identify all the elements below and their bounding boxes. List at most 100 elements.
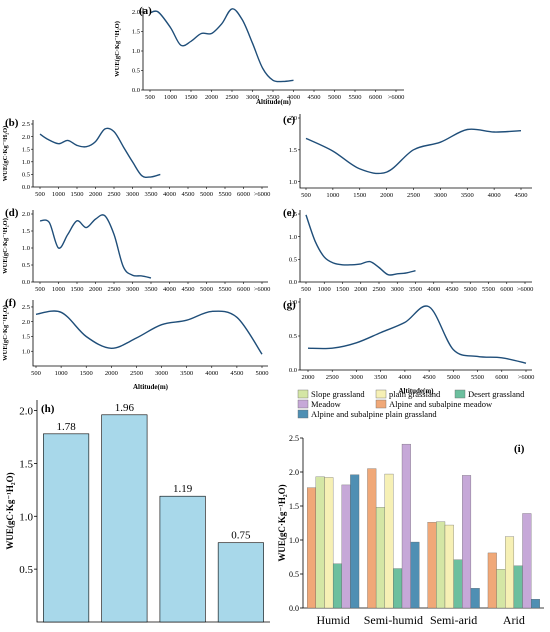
panel-i-bar [444,524,454,609]
panel-d-letter: (d) [5,207,19,219]
panel-e-ytick-label: 0.5 [289,257,297,264]
panel-b-xtick-label: 2000 [89,191,102,198]
panel-h-bar [159,495,206,623]
panel-e-xtick-label: 2500 [373,286,386,293]
panel-i-category-label: Humid [316,613,349,627]
panel-h: 0.5 1.0 1.5 2.0 1.78 Humid 1.96 Semi-humid 1.19 S… [5,400,270,632]
panel-b-series-line [39,127,161,179]
panel-g-xtick-label: 6000 [495,374,508,381]
panel-h-ylabel: WUE(gC·Kg⁻¹H₂O) [5,472,15,549]
legend-label: plain grassland [389,389,441,399]
panel-i-bar [530,599,540,609]
panel-d-ytick-label: 1.5 [22,228,30,235]
panel-b-xtick-label: 500 [35,191,45,198]
panel-e-xtick-label: 1000 [318,286,331,293]
panel-i-bar [367,468,377,609]
panel-d-xtick-label: >6000 [254,286,271,293]
panel-a-xtick-label: 3500 [267,94,280,101]
panel-f-ytick-label: 1.5 [22,334,30,341]
panel-h-category-label: Humid [49,629,82,632]
panel-f-xtick-label: 5000 [256,370,269,377]
panel-e-xtick-label: 2000 [354,286,367,293]
panel-f-xlabel: Altitude(m) [133,383,169,391]
panel-g-xtick-label: >6000 [518,374,535,381]
panel-b-xtick-label: 1500 [71,191,84,198]
panel-c-ytick-label: 1.0 [289,179,297,186]
panel-a-xtick-label: 4500 [308,94,321,101]
panel-a-xtick-label: 5500 [349,94,362,101]
panel-g-xtick-label: 3500 [374,374,387,381]
panel-a-ytick-label: 0.5 [132,68,140,75]
panel-a-ytick-label: 1.5 [132,29,140,36]
legend-label: Slope grassland [311,389,365,399]
panel-d-xtick-label: 3500 [145,286,158,293]
panel-b-ylabel: WUE(gC·Kg⁻¹H₂O) [2,126,9,182]
panel-i-bar [453,559,463,609]
panel-i-bar [332,563,342,609]
panel-f-letter: (f) [5,297,16,309]
panel-h-ytick-label: 2.0 [19,406,33,418]
panel-d-xtick-label: 1000 [52,286,65,293]
panel-d-ylabel: WUE(gC·Kg⁻¹H₂O) [2,218,9,274]
panel-b: 0.0 0.5 1.0 1.5 2.0 2.5 500 1000 1500 2000 2500 300… [2,117,270,198]
panel-c-xtick-label: 1500 [353,192,366,199]
panel-h-bar-value-label: 0.75 [231,530,251,542]
panel-a-xtick-label: 500 [145,94,155,101]
panel-a-letter: (a) [139,5,152,17]
panel-g: 0.0 0.5 1.0 2000 2500 3000 3500 4000 4500 5000 550… [283,298,534,395]
panel-d-xtick-label: 3000 [126,286,139,293]
panel-i-bar [375,507,385,609]
panel-f-xtick-label: 1000 [55,370,68,377]
panel-b-xtick-label: 4000 [163,191,176,198]
panel-i-bar [401,443,411,609]
panel-i-category-label: Semi-arid [430,613,477,627]
legend-label: Alpine and subalpine plain grassland [311,409,437,419]
panel-b-xtick-label: 6000 [237,191,250,198]
panel-h-ytick-label: 0.5 [19,564,33,576]
panel-i-bar [496,569,506,609]
panel-a-xtick-label: 6000 [369,94,382,101]
panel-d-xtick-label: 5000 [200,286,213,293]
panel-i-bar [315,476,325,609]
panel-g-xtick-label: 3000 [350,374,363,381]
legend-swatch [297,389,309,399]
panel-b-xtick-label: >6000 [254,191,271,198]
panel-i-ytick-label: 2.5 [289,434,299,443]
panel-i-bar [341,484,351,609]
panel-e-xtick-label: 3500 [409,286,422,293]
panel-b-ytick-label: 1.0 [22,159,30,166]
panel-a-ytick-label: 0.0 [132,87,140,94]
panel-g-ytick-label: 1.0 [289,299,297,306]
panel-d-xtick-label: 500 [35,286,45,293]
panel-c-xtick-label: 2500 [407,192,420,199]
panel-h-letter: (h) [41,403,55,415]
panel-d-xtick-label: 5500 [219,286,232,293]
panel-b-xtick-label: 3000 [126,191,139,198]
panel-b-xtick-label: 3500 [145,191,158,198]
panel-f-xtick-label: 1500 [80,370,93,377]
panel-f-series-line [35,310,263,355]
panel-e-series-line [305,214,416,276]
panel-e-axes [299,210,532,283]
panel-d-ytick-label: 0.5 [22,262,30,269]
panel-f-ytick-label: 2.5 [22,304,30,311]
panel-d-xtick-label: 4500 [182,286,195,293]
panel-i-ytick-label: 0.0 [289,604,299,613]
panel-e-xtick-label: 1500 [336,286,349,293]
panel-a-xtick-label: 1000 [164,94,177,101]
panel-f: 1.0 1.5 2.0 2.5 500 1000 1500 2000 2500 3000 3500 4… [2,297,269,391]
panel-f-xtick-label: 500 [31,370,41,377]
panel-e-xtick-label: 5000 [464,286,477,293]
panel-a-xtick-label: 3000 [246,94,259,101]
panel-c-xtick-label: 500 [301,192,311,199]
panel-h-category-label: Arid [230,629,252,632]
panel-f-xtick-label: 2500 [130,370,143,377]
panel-e-xtick-label: 6000 [500,286,513,293]
panel-i-bar [324,477,334,609]
panel-g-xtick-label: 4000 [398,374,411,381]
panel-a-ytick-label: 1.0 [132,48,140,55]
panel-f-ylabel: WUE(gC·Kg⁻¹H₂O) [2,305,9,361]
panel-c-axes [299,114,532,189]
panel-e-ytick-label: 0.0 [289,279,297,286]
